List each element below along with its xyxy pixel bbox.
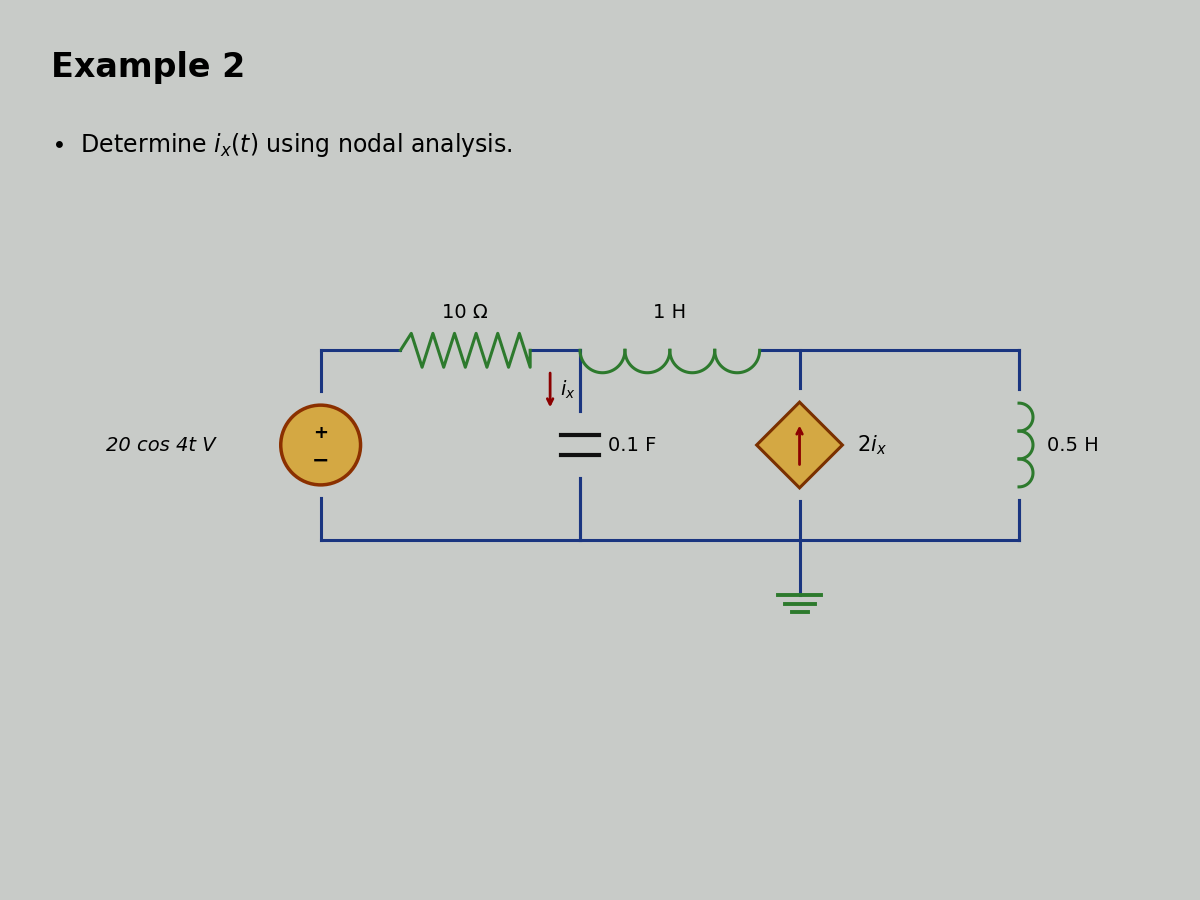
Text: 1 H: 1 H: [653, 303, 686, 322]
Text: $\bullet$  Determine $i_x(t)$ using nodal analysis.: $\bullet$ Determine $i_x(t)$ using nodal…: [52, 131, 512, 159]
Text: 10 Ω: 10 Ω: [443, 303, 488, 322]
Text: 0.1 F: 0.1 F: [608, 436, 656, 454]
Text: $2i_x$: $2i_x$: [858, 433, 887, 457]
Text: 20 cos 4t V: 20 cos 4t V: [107, 436, 216, 454]
Text: $i_x$: $i_x$: [560, 379, 576, 401]
Text: 0.5 H: 0.5 H: [1046, 436, 1099, 454]
Circle shape: [281, 405, 360, 485]
Polygon shape: [757, 402, 842, 488]
Text: −: −: [312, 451, 329, 471]
Text: Example 2: Example 2: [52, 51, 246, 85]
Text: +: +: [313, 424, 328, 442]
